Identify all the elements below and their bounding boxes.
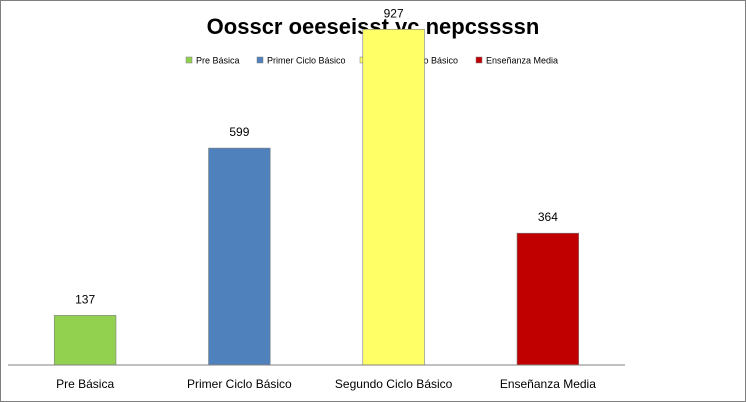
legend-label-2: Primer Ciclo Básico [267,56,346,66]
data-label-3: 927 [384,6,404,20]
legend-label-4: Enseñanza Media [486,56,558,66]
x-tick-label-3: Segundo Ciclo Básico [335,377,453,391]
bar-2 [208,147,271,366]
x-tick-labels-group: Pre Básica Primer Ciclo Básico Segundo Cic… [56,377,596,391]
legend-label-1: Pre Básica [196,56,240,66]
legend-swatch-4 [475,56,483,64]
data-label-2: 599 [229,125,249,139]
data-label-4: 364 [538,210,558,224]
x-tick-label-2: Primer Ciclo Básico [187,377,292,391]
value-labels-group: 137 599 927 364 [75,6,558,306]
bars-group [53,29,580,366]
x-tick-label-4: Enseñanza Media [500,377,596,391]
bar-4 [516,232,580,366]
bar-3 [362,29,425,366]
legend-swatch-2 [256,56,264,64]
data-label-1: 137 [75,292,95,306]
legend-swatch-1 [185,56,193,64]
bar-1 [53,315,117,366]
x-tick-label-1: Pre Básica [56,377,114,391]
